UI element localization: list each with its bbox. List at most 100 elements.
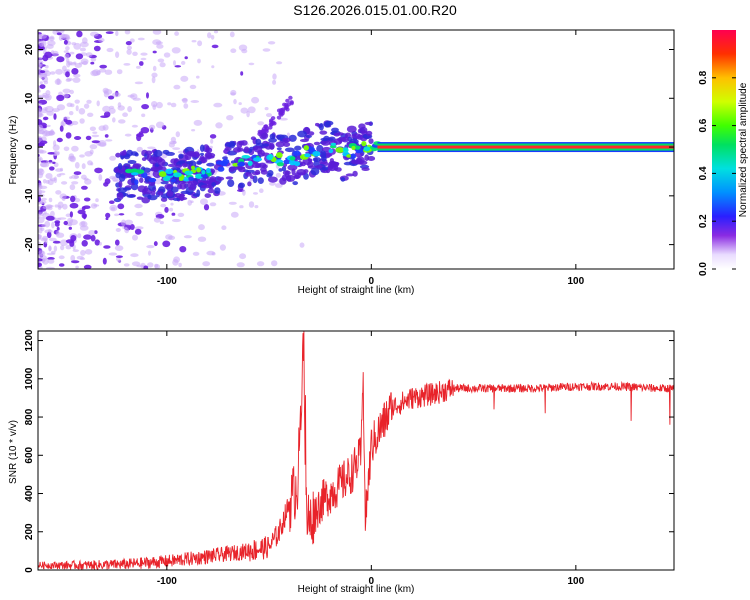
spectrogram-noise-blob	[206, 250, 215, 256]
spectrogram-x-label: Height of straight line (km)	[298, 285, 415, 296]
spectrogram-noise-blob	[279, 117, 288, 121]
spectrogram-noise-blob	[147, 262, 154, 268]
spectrogram-noise-blob	[46, 44, 54, 49]
spectrogram-noise-blob	[59, 125, 64, 132]
spectrogram-noise-blob	[39, 81, 43, 85]
spectrogram-noise-blob	[189, 84, 197, 90]
spectrogram-band-blob	[250, 136, 256, 141]
spectrogram-noise-blob	[80, 221, 86, 226]
spectrogram-band-blob	[321, 166, 329, 171]
spectrogram-noise-blob	[46, 231, 52, 239]
spectrogram-noise-blob	[81, 185, 88, 190]
spectrogram-noise-blob	[60, 245, 65, 251]
spectrogram-band-blob	[251, 162, 261, 168]
spectrogram-noise-blob	[108, 95, 115, 100]
spectrogram-noise-blob	[239, 205, 244, 209]
spectrogram-noise-blob	[39, 113, 44, 117]
spectrogram-noise-blob	[73, 171, 82, 176]
spectrogram-band-blob	[303, 169, 309, 174]
spectrogram-band-blob	[179, 182, 187, 190]
spectrogram-rising-blob	[285, 98, 290, 103]
spectrogram-band-blob	[238, 165, 243, 171]
snr-y-tick-label: 1200	[24, 329, 35, 352]
spectrogram-band-blob	[297, 172, 306, 176]
spectrogram-noise-blob	[137, 37, 145, 41]
spectrogram-band-blob	[148, 156, 158, 165]
spectrogram-noise-blob	[192, 251, 200, 256]
spectrogram-noise-blob	[198, 224, 205, 231]
spectrogram-noise-blob	[58, 255, 65, 260]
spectrogram-ridge-blob	[201, 170, 206, 175]
spectrogram-noise-blob	[77, 233, 82, 239]
spectrogram-noise-blob	[104, 69, 113, 75]
spectrogram-noise-blob	[67, 217, 74, 224]
spectrogram-noise-blob	[115, 51, 120, 58]
spectrogram-ridge-blob	[289, 159, 296, 166]
spectrogram-band-blob	[261, 143, 269, 147]
spectrogram-noise-blob	[139, 61, 144, 66]
spectrogram-band-blob	[340, 177, 346, 182]
spectrogram-noise-blob	[38, 168, 44, 173]
spectrogram-noise-blob	[156, 44, 164, 49]
spectrogram-noise-blob	[70, 255, 76, 262]
spectrogram-noise-blob	[74, 99, 80, 104]
spectrogram-band-blob	[142, 167, 152, 173]
spectrogram-noise-blob	[44, 65, 49, 69]
spectrogram-noise-blob	[38, 89, 41, 93]
spectrogram-band-blob	[216, 176, 225, 181]
spectrogram-noise-blob	[209, 134, 217, 139]
spectrogram-band-blob	[116, 192, 124, 201]
spectrogram-band-blob	[319, 130, 328, 135]
spectrogram-noise-blob	[246, 110, 250, 118]
spectrogram-noise-blob	[271, 260, 278, 267]
spectrogram-noise-blob	[51, 50, 55, 55]
spectrogram-noise-blob	[103, 245, 111, 249]
spectrogram-noise-blob	[228, 201, 237, 205]
spectrogram-noise-blob	[62, 93, 69, 99]
spectrogram-noise-blob	[39, 84, 46, 89]
spectrogram-band-blob	[224, 142, 235, 147]
spectrogram-noise-blob	[79, 154, 85, 158]
spectrogram-noise-blob	[117, 259, 122, 263]
spectrogram-noise-blob	[87, 112, 94, 118]
spectrogram-band-blob	[257, 177, 264, 185]
spectrogram-noise-blob	[124, 227, 130, 234]
spectrogram-ridge-blob	[188, 176, 195, 181]
colorbar-gradient	[712, 30, 736, 269]
spectrogram-noise-blob	[127, 106, 132, 113]
spectrogram-noise-blob	[71, 260, 80, 264]
spectrogram-noise-blob	[123, 263, 130, 267]
spectrogram-band-blob	[236, 147, 244, 152]
snr-x-tick-label: -100	[157, 576, 177, 587]
spectrogram-noise-blob	[42, 235, 48, 241]
spectrogram-band-blob	[167, 163, 178, 168]
spectrogram-noise-blob	[47, 229, 52, 233]
spectrogram-noise-blob	[45, 215, 55, 221]
spectrogram-noise-blob	[38, 258, 43, 262]
spectrogram-band-blob	[192, 193, 200, 197]
spectrogram-noise-blob	[76, 30, 83, 38]
spectrogram-noise-blob	[42, 205, 51, 210]
spectrogram-noise-blob	[66, 102, 73, 108]
spectrogram-ridge-blob	[130, 172, 139, 176]
spectrogram-noise-blob	[240, 71, 244, 76]
spectrogram-noise-blob	[239, 253, 247, 260]
spectrogram-noise-blob	[175, 131, 180, 138]
spectrogram-band-blob	[299, 138, 309, 143]
spectrogram-noise-blob	[81, 240, 88, 247]
spectrogram-band-blob	[246, 169, 255, 173]
spectrogram-ridge-blob	[170, 178, 176, 183]
spectrogram-noise-blob	[38, 107, 43, 114]
spectrogram-band-blob	[268, 142, 275, 150]
spectrogram-noise-blob	[90, 57, 97, 62]
spectrogram-band-blob	[205, 152, 216, 158]
spectrogram-noise-blob	[56, 226, 60, 231]
spectrogram-noise-blob	[160, 203, 167, 208]
spectrogram-band-blob	[318, 123, 324, 131]
spectrogram-band-blob	[118, 174, 126, 182]
spectrogram-rising-blob	[261, 129, 266, 134]
spectrogram-noise-blob	[146, 92, 149, 99]
spectrogram-noise-blob	[69, 184, 76, 191]
